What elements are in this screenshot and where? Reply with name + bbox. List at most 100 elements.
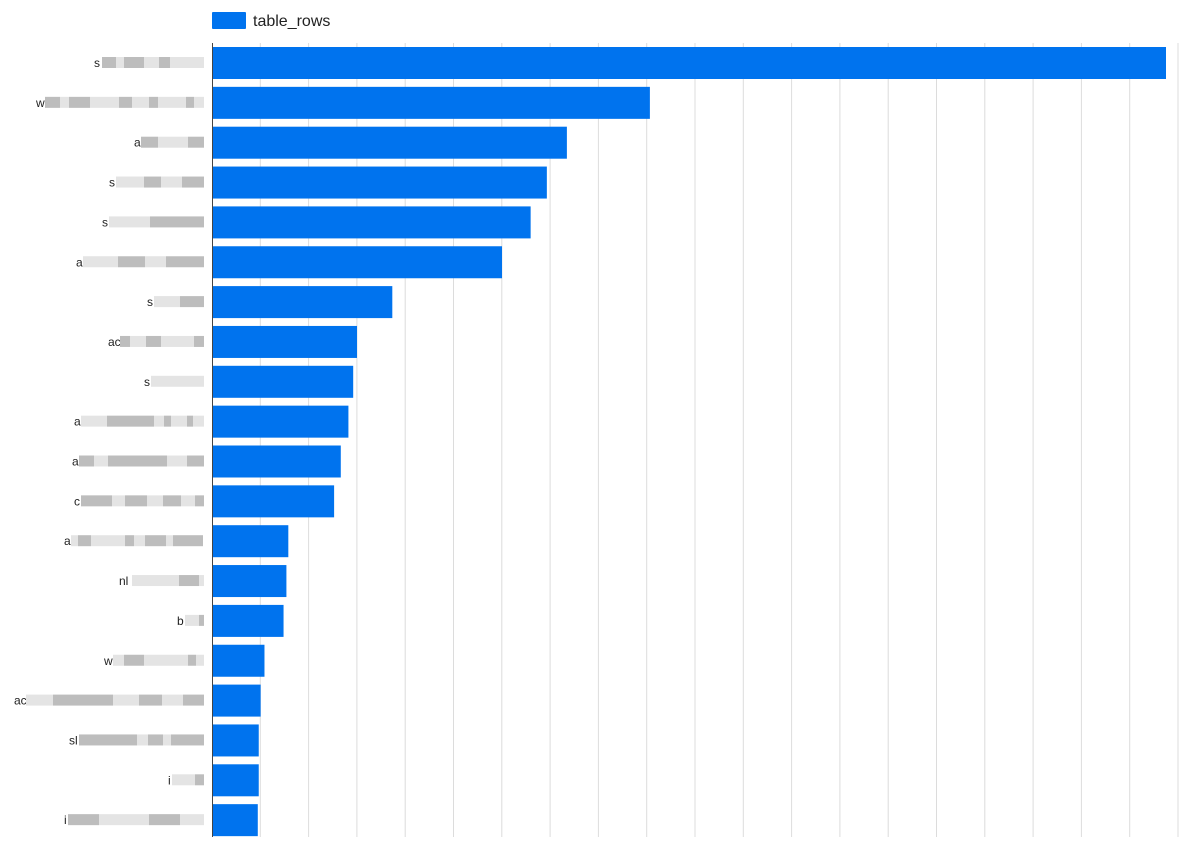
redaction-block	[187, 375, 196, 387]
redaction-block	[201, 57, 204, 68]
redaction-block	[137, 415, 154, 427]
redaction-block	[163, 495, 181, 507]
redaction-block	[78, 535, 91, 547]
category-label: ac	[108, 335, 121, 349]
redaction-block	[161, 335, 180, 347]
redaction-block	[192, 535, 203, 547]
category-label: w	[103, 654, 113, 668]
redaction-block	[139, 335, 146, 347]
redaction-block	[182, 176, 195, 188]
redaction-block	[132, 216, 150, 228]
redaction-block	[134, 535, 145, 547]
redaction-block	[183, 694, 204, 706]
bar	[213, 126, 567, 159]
redaction-block	[171, 415, 178, 427]
category-label: s	[94, 56, 100, 70]
redaction-block	[161, 814, 180, 826]
redaction-block	[116, 455, 133, 467]
redaction-block	[190, 734, 204, 746]
redaction-block	[60, 96, 69, 108]
redaction-block	[142, 814, 149, 826]
redaction-block	[144, 57, 159, 68]
redaction-block	[162, 694, 172, 706]
redaction-block	[137, 734, 148, 746]
redaction-block	[188, 136, 204, 148]
bar	[213, 445, 341, 478]
redaction-block	[113, 415, 126, 427]
redaction-block	[116, 176, 124, 188]
redaction-block	[167, 575, 179, 587]
redaction-block	[81, 495, 96, 507]
legend-swatch	[212, 12, 246, 29]
redaction-block	[98, 256, 109, 268]
redaction-block	[118, 256, 135, 268]
bar	[213, 246, 503, 279]
bar	[213, 644, 265, 677]
redaction-block	[158, 96, 171, 108]
redaction-block	[196, 375, 204, 387]
redaction-block	[179, 575, 199, 587]
redaction-block	[166, 256, 173, 268]
redaction-block	[154, 296, 174, 308]
bar	[213, 565, 287, 598]
redaction-block	[176, 654, 188, 666]
redaction-block	[124, 176, 137, 188]
redaction-block	[139, 694, 147, 706]
redaction-block	[171, 96, 186, 108]
category-label: c	[74, 494, 80, 508]
redaction-block	[148, 575, 167, 587]
redaction-block	[125, 495, 147, 507]
redaction-block	[79, 455, 94, 467]
legend-label-table-rows: table_rows	[253, 13, 330, 30]
redaction-block	[195, 814, 204, 826]
redaction-block	[161, 176, 182, 188]
bars	[213, 47, 1166, 837]
redaction-block	[112, 814, 132, 826]
redaction-block	[194, 335, 204, 347]
category-label: a	[72, 455, 79, 469]
redaction-block	[135, 256, 145, 268]
legend: table_rows	[212, 12, 330, 30]
redaction-block	[164, 654, 176, 666]
redaction-block	[145, 535, 166, 547]
redaction-block	[163, 734, 171, 746]
bar	[213, 365, 354, 398]
gridlines	[259, 43, 1179, 837]
redaction-block	[188, 774, 195, 786]
redaction-block	[195, 774, 204, 786]
redaction-block	[125, 535, 134, 547]
bar	[213, 485, 335, 518]
redaction-block	[167, 455, 187, 467]
bar	[213, 405, 349, 438]
redaction-block	[145, 256, 151, 268]
redaction-block	[151, 256, 166, 268]
redaction-block	[196, 654, 204, 666]
redaction-block	[185, 614, 199, 626]
redaction-block	[69, 96, 90, 108]
category-label: i	[64, 813, 67, 827]
redaction-block	[195, 176, 204, 188]
redaction-block	[154, 455, 167, 467]
redaction-block	[172, 136, 188, 148]
category-label: nl	[119, 574, 128, 588]
redaction-block	[147, 694, 162, 706]
redaction-block	[144, 654, 164, 666]
redaction-block	[199, 575, 204, 587]
category-label: a	[134, 136, 141, 150]
redaction-block	[199, 614, 204, 626]
redaction-block	[180, 335, 194, 347]
bar	[213, 86, 650, 119]
redaction-block	[99, 814, 112, 826]
redaction-block	[26, 694, 41, 706]
redaction-block	[188, 654, 196, 666]
redaction-block	[132, 575, 148, 587]
redaction-block	[109, 216, 122, 228]
category-label: b	[177, 614, 184, 628]
redaction-block	[149, 814, 161, 826]
redaction-block	[170, 57, 187, 68]
redaction-block	[130, 335, 139, 347]
redaction-block	[131, 654, 144, 666]
redaction-block	[149, 96, 158, 108]
